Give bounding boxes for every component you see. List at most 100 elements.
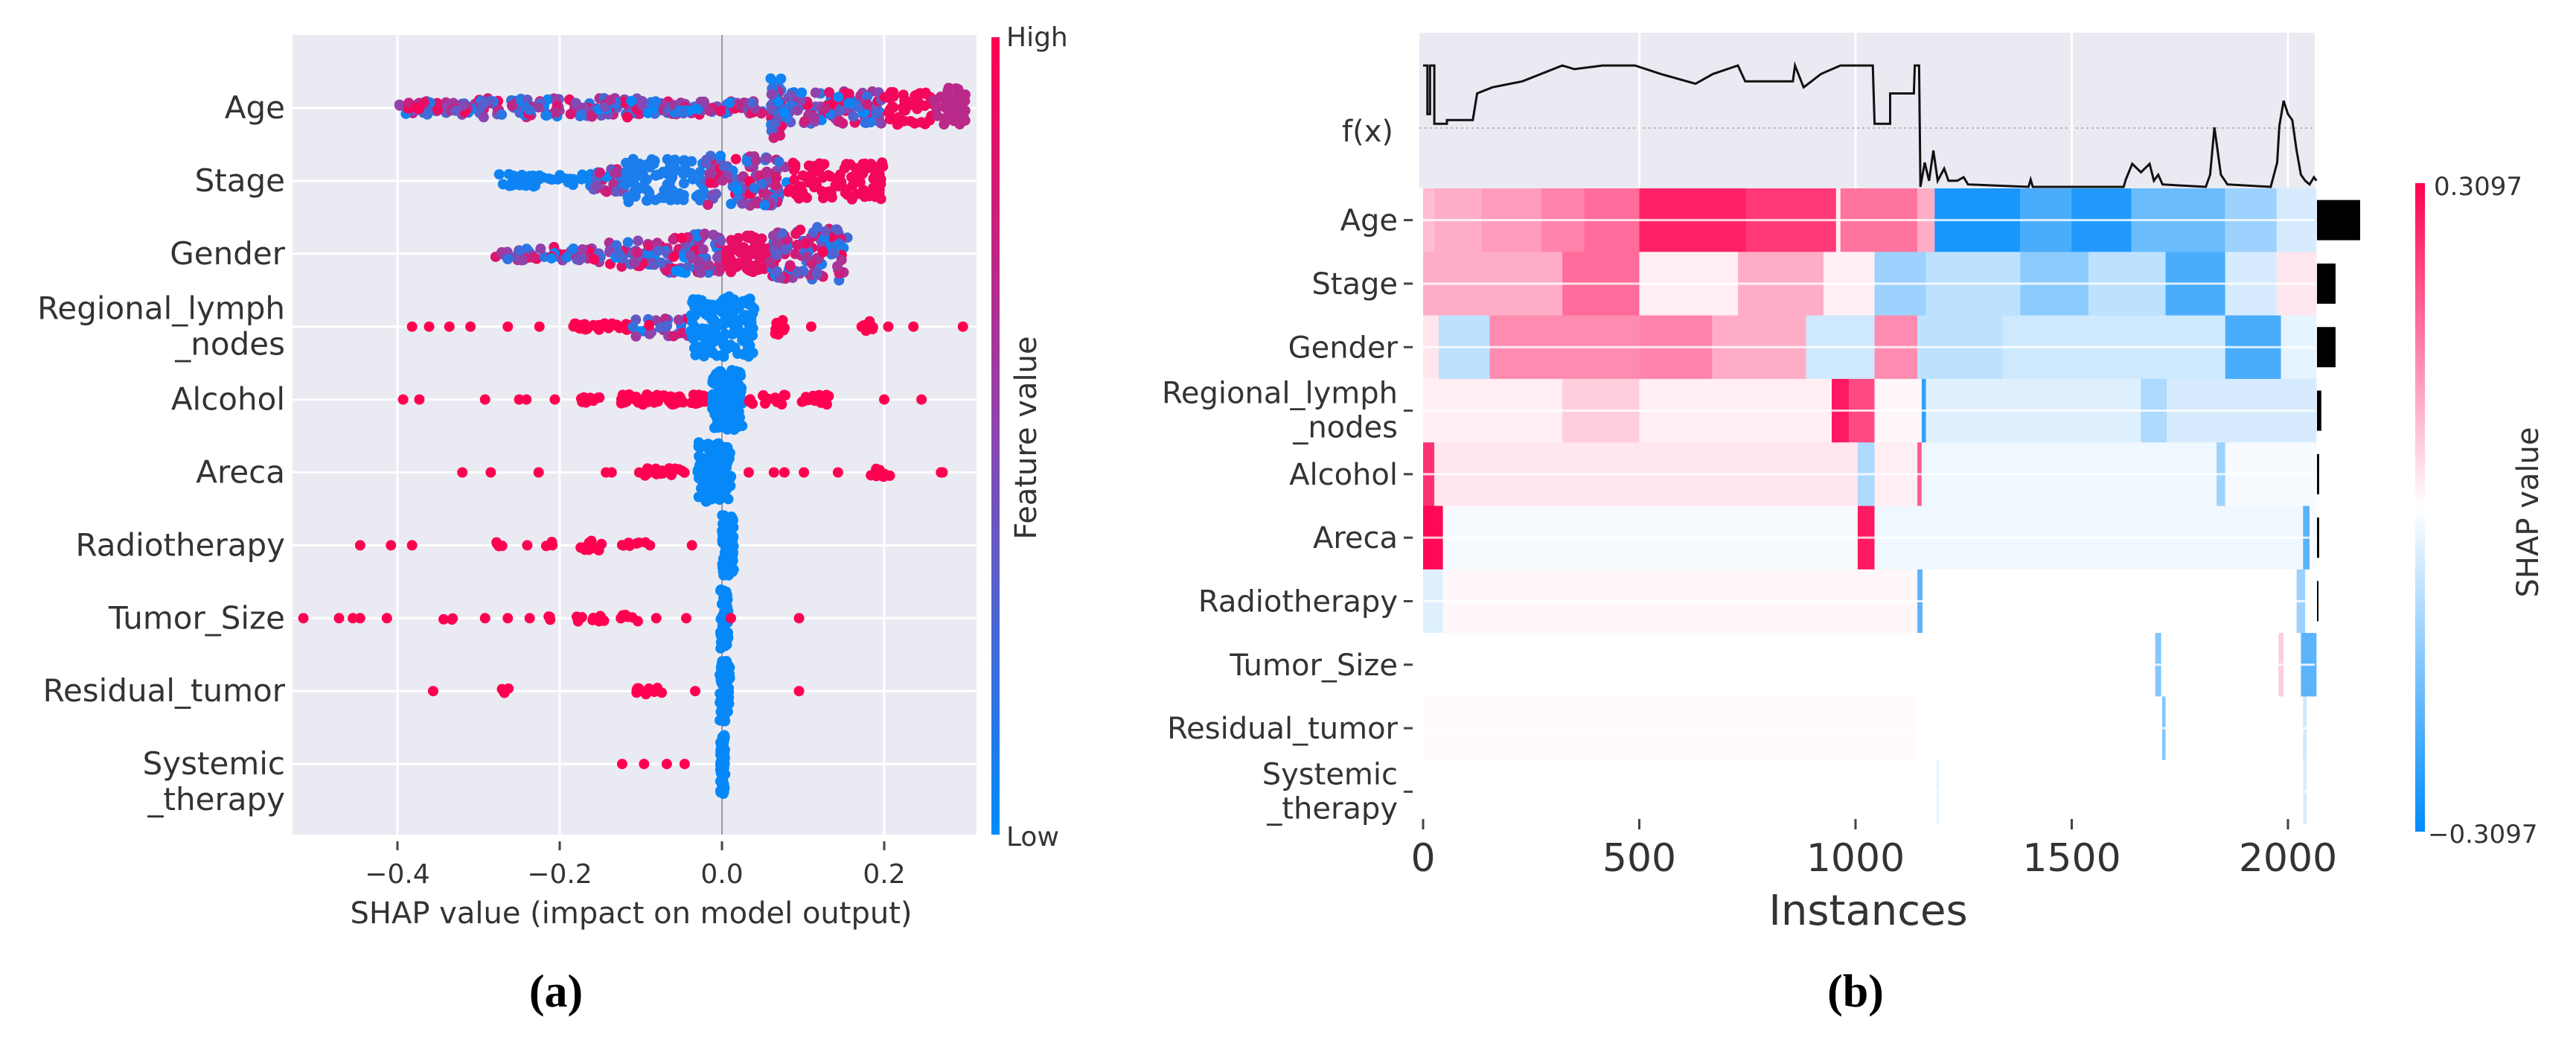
shap-dot <box>816 185 828 197</box>
shap-dot <box>642 389 653 400</box>
shap-dot <box>502 254 514 265</box>
shap-dot <box>793 190 804 201</box>
shap-dot <box>577 243 588 255</box>
shap-dot <box>394 99 405 110</box>
shap-dot <box>747 97 758 108</box>
shap-dot <box>947 93 959 104</box>
shap-dot <box>693 189 704 200</box>
shap-dot <box>522 540 533 551</box>
importance-bar <box>2317 263 2336 304</box>
x-tick-label: 0.0 <box>700 859 743 890</box>
shap-dot <box>727 549 738 560</box>
shap-dot <box>810 87 821 98</box>
shap-dot <box>811 166 822 177</box>
shap-dot <box>718 553 729 564</box>
shap-dot <box>616 759 627 770</box>
shap-dot <box>725 613 736 624</box>
shap-dot <box>506 170 517 181</box>
shap-dot <box>761 166 773 177</box>
shap-dot <box>534 321 545 332</box>
shap-dot <box>692 301 703 312</box>
shap-dot <box>823 86 834 98</box>
shap-dot <box>875 179 886 190</box>
shap-dot <box>658 465 669 477</box>
shap-dot <box>535 243 546 255</box>
shap-dot <box>348 613 359 624</box>
shap-dot <box>875 194 886 205</box>
feature-label: Stage <box>195 162 285 199</box>
shap-dot <box>450 105 461 116</box>
shap-dot <box>465 321 476 332</box>
shap-dot <box>685 325 696 337</box>
shap-dot <box>729 342 741 353</box>
shap-dot <box>833 116 844 127</box>
shap-dot <box>908 321 919 332</box>
shap-dot <box>883 92 894 103</box>
shap-dot <box>731 372 742 383</box>
shap-dot <box>457 467 468 478</box>
shap-dot <box>522 172 534 183</box>
shap-dot <box>447 614 458 625</box>
shap-dot <box>715 614 726 625</box>
shap-dot <box>644 319 655 331</box>
shap-dot <box>828 248 840 259</box>
shap-dot <box>899 95 910 106</box>
shap-dot <box>854 102 865 113</box>
feature-label: Radiotherapy <box>76 526 285 563</box>
shap-dot <box>747 398 758 410</box>
shap-dot <box>623 197 634 208</box>
x-axis-ticks: 0 500 1000 1500 2000 <box>1410 819 2337 881</box>
shap-dot <box>575 109 587 121</box>
shap-dot <box>674 392 685 403</box>
shap-dot <box>354 613 365 624</box>
shap-dot <box>755 242 767 253</box>
shap-dot <box>883 321 894 332</box>
shap-dot <box>759 200 770 211</box>
shap-dot <box>406 321 418 332</box>
shap-dot <box>545 539 556 550</box>
shap-dot <box>502 613 514 624</box>
shap-dot <box>709 335 720 346</box>
shap-dot <box>552 173 563 185</box>
shap-dot <box>561 252 572 263</box>
feature-label: Gender <box>1288 331 1399 365</box>
dots-layer <box>298 73 971 800</box>
shap-dot <box>543 94 554 105</box>
shap-dot <box>719 624 730 635</box>
shap-dot <box>652 394 663 405</box>
shap-dot <box>792 105 803 116</box>
feature-label: Tumor_Size <box>108 599 285 636</box>
feature-label: Regional_lymph <box>1162 377 1398 411</box>
shap-dot <box>884 114 895 125</box>
shap-dot <box>871 108 882 119</box>
shap-dot <box>767 230 779 241</box>
shap-dot <box>858 320 869 331</box>
shap-dot <box>704 491 715 503</box>
shap-dot <box>568 243 579 255</box>
shap-dot <box>717 349 729 360</box>
feature-label: Systemic <box>1262 757 1398 791</box>
shap-dot <box>746 313 757 324</box>
shap-dot <box>771 266 782 277</box>
shap-dot <box>730 153 741 165</box>
shap-dot <box>779 322 790 334</box>
shap-dot <box>836 176 847 188</box>
colorbar-max-label: 0.3097 <box>2434 172 2522 202</box>
shap-dot <box>918 88 930 99</box>
shap-dot <box>704 168 715 179</box>
shap-dot <box>710 463 721 474</box>
colorbar-min-label: −0.3097 <box>2428 820 2537 850</box>
shap-dot <box>732 258 744 269</box>
shap-dot <box>779 107 790 118</box>
fx-label: f(x) <box>1342 115 1393 149</box>
shap-dot <box>717 448 728 459</box>
shap-dot <box>715 767 726 778</box>
shap-dot <box>847 179 858 191</box>
feature-labels: Age Stage Gender Regional_lymph_nodes Alcoho… <box>1162 204 1413 826</box>
feature-label: Areca <box>196 454 285 491</box>
shap-dot <box>703 267 714 278</box>
shap-dot <box>703 199 714 210</box>
shap-dot <box>701 154 712 165</box>
shap-dot <box>524 104 535 115</box>
shap-dot <box>594 392 605 404</box>
